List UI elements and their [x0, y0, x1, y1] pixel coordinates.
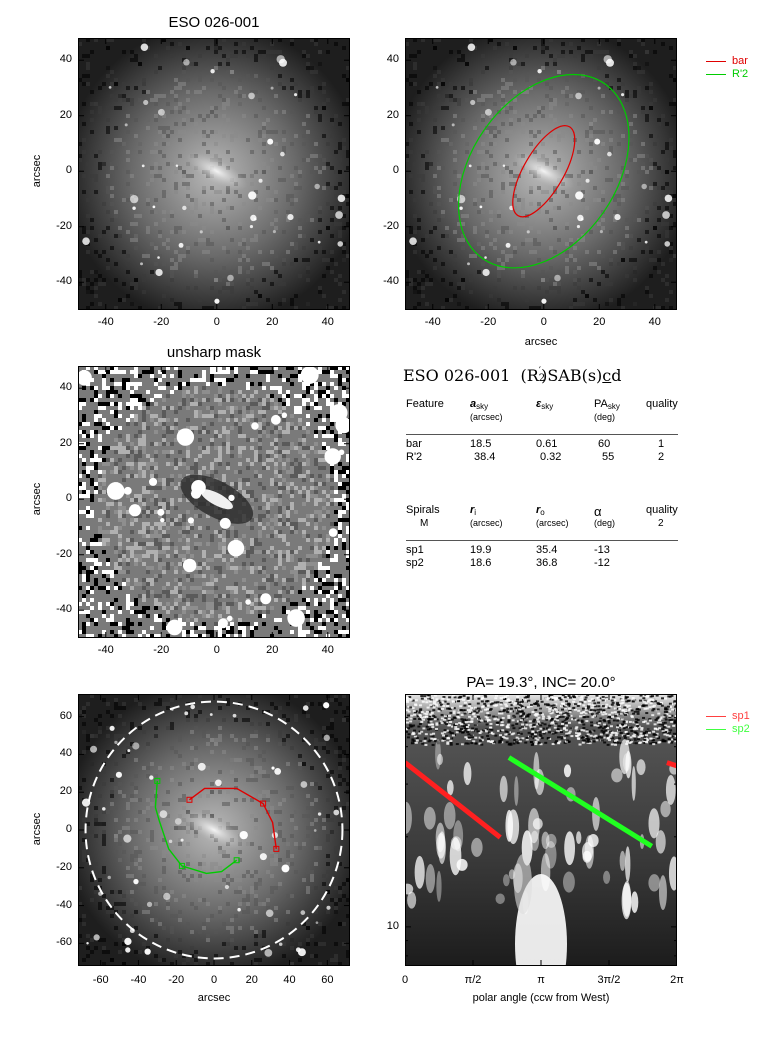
panel5-x-tick-label: 20	[245, 974, 258, 986]
panel5-x-tick-label: -60	[92, 974, 109, 986]
panel5-y-tick-label: 20	[59, 785, 72, 798]
panel6-y-tick-label: 10	[386, 919, 399, 932]
panel1-y-tick-label: 40	[59, 53, 72, 66]
panel5-y-tick-label: -20	[56, 860, 72, 873]
panel5-x-tick-label: 0	[210, 974, 218, 986]
panel5-y-tick-label: -40	[56, 898, 72, 911]
panel2-y-tick-label: 0	[392, 164, 399, 177]
panel1-ylabel: arcsec	[31, 154, 43, 188]
panel1-x-tick-label: 20	[266, 316, 279, 328]
deprojection-circle	[84, 700, 344, 960]
features-table-rule	[406, 434, 678, 435]
panel3-ylabel: arcsec	[31, 482, 43, 516]
panel3-y-tick-label: -40	[56, 603, 72, 616]
panel1-y-tick-label: -20	[56, 219, 72, 232]
panel2-x-tick-label: -20	[480, 316, 497, 328]
polar-trace-sp2-2	[507, 755, 654, 849]
panel3-x-tick-label: 40	[321, 644, 334, 656]
panel5-x-tick-label: 40	[283, 974, 296, 986]
panel5-y-tick-label: 60	[59, 709, 72, 722]
panel3-x-tick-label: 0	[213, 644, 220, 656]
panel5-y-tick-label: 40	[59, 747, 72, 760]
panel2-y-tick-label: 20	[386, 108, 399, 121]
morphology-title: ESO 026-001 (R′ 2)SAB(s)cd	[403, 366, 622, 385]
panel6-x-tick-label: π/2	[464, 974, 482, 986]
panel1-y-tick-label: 20	[59, 108, 72, 121]
ellipse-bar	[512, 125, 576, 218]
features-table: Feature asky (arcsec) εsky PAsky (deg) q…	[406, 398, 678, 463]
panel1-x-tick-label: -40	[97, 316, 114, 328]
panel6-x-tick-label: 2π	[670, 974, 684, 986]
panel3-title: unsharp mask	[166, 344, 262, 361]
panel2-y-tick-label: 40	[386, 53, 399, 66]
panel5-image	[78, 694, 350, 966]
panel6-x-tick-label: π	[537, 974, 545, 986]
panel1-x-tick-label: 40	[321, 316, 334, 328]
panel1-title: ESO 026-001	[168, 14, 260, 31]
spirals-table: Spirals M ri (arcsec) ro (arcsec) α (deg…	[406, 504, 678, 569]
panel2-image	[405, 38, 677, 310]
panel2-x-tick-label: -40	[424, 316, 441, 328]
spirals-table-rule	[406, 540, 678, 541]
panel6-xlabel: polar angle (ccw from West)	[472, 992, 610, 1004]
panel5-ylabel: arcsec	[31, 812, 43, 846]
panel6-image	[405, 694, 677, 966]
polar-trace-sp1-0	[405, 760, 502, 840]
panel5-x-tick-label: -40	[130, 974, 147, 986]
panel5-xlabel: arcsec	[197, 992, 231, 1004]
panel5-y-tick-label: 0	[65, 823, 72, 835]
panel2-y-tick-label: -20	[383, 219, 399, 232]
panel2-x-tick-label: 0	[540, 316, 547, 328]
panel5-x-tick-label: -20	[168, 974, 185, 986]
panel1-x-tick-label: -20	[153, 316, 170, 328]
panel2-x-tick-label: 20	[593, 316, 606, 328]
panel2-x-tick-label: 40	[648, 316, 661, 328]
panel1-y-tick-label: -40	[56, 275, 72, 288]
panel3-y-tick-label: 40	[59, 381, 72, 394]
panel3-y-tick-label: 20	[59, 436, 72, 449]
panel2-xlabel: arcsec	[524, 336, 558, 348]
panel6-title: PA= 19.3°, INC= 20.0°	[466, 674, 616, 691]
panel3-x-tick-label: -20	[153, 644, 170, 656]
panel3-x-tick-label: 20	[266, 644, 279, 656]
spiral-sp1	[188, 787, 277, 849]
ellipse-r2	[457, 73, 630, 269]
panel3-x-tick-label: -40	[97, 644, 114, 656]
panel1-image	[78, 38, 350, 310]
panel3-y-tick-label: -20	[56, 547, 72, 560]
panel2-y-tick-label: -40	[383, 275, 399, 288]
panel6-x-tick-label: 3π/2	[597, 974, 621, 986]
panel1-x-tick-label: 0	[213, 316, 220, 328]
panel3-y-tick-label: 0	[65, 492, 72, 505]
panel5-y-tick-label: -60	[56, 936, 72, 949]
polar-trace-sp1-1	[666, 760, 677, 769]
panel5-x-tick-label: 60	[321, 974, 334, 986]
spiral-sp2	[154, 780, 238, 875]
panel3-image	[78, 366, 350, 638]
panel1-y-tick-label: 0	[65, 164, 72, 177]
panel6-x-tick-label: 0	[401, 974, 409, 986]
